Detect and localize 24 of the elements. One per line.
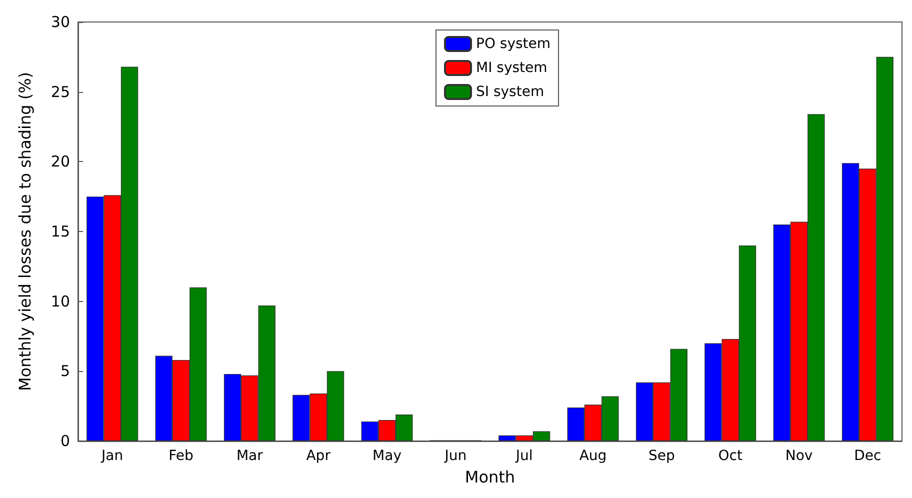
y-tick-label: 15 xyxy=(50,222,70,240)
legend-label: PO system xyxy=(476,36,551,52)
x-tick-label: Oct xyxy=(718,448,743,464)
y-tick-label: 20 xyxy=(50,152,70,171)
x-tick-label: Feb xyxy=(168,448,194,464)
x-tick-label: Jan xyxy=(100,448,124,464)
x-tick-label: May xyxy=(372,448,402,464)
x-tick-label: Nov xyxy=(785,448,813,464)
x-tick-label: Dec xyxy=(854,448,882,464)
x-tick-label: Aug xyxy=(579,448,607,464)
legend-label: MI system xyxy=(476,60,548,76)
y-axis-title: Monthly yield losses due to shading (%) xyxy=(16,72,34,392)
x-tick-label: Sep xyxy=(648,448,675,464)
y-tick-label: 25 xyxy=(50,82,70,101)
x-tick-label: Jul xyxy=(514,448,533,464)
y-tick-label: 10 xyxy=(50,292,70,310)
y-tick-label: 30 xyxy=(50,13,70,31)
y-tick-label: 0 xyxy=(60,432,70,450)
y-tick-label: 5 xyxy=(60,362,70,380)
x-tick-label: Apr xyxy=(306,448,331,464)
legend-label: SI system xyxy=(476,84,544,100)
x-axis-title: Month xyxy=(464,468,516,486)
x-tick-label: Jun xyxy=(444,448,467,464)
x-tick-label: Mar xyxy=(236,448,264,464)
